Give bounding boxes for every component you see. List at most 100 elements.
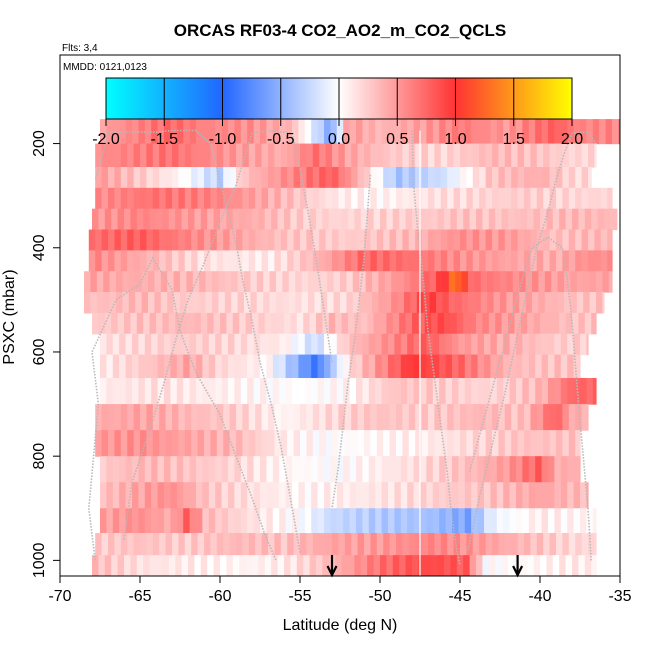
heatmap-cell bbox=[536, 250, 544, 272]
heatmap-cell bbox=[300, 430, 307, 457]
heatmap-cell bbox=[290, 208, 298, 231]
heatmap-cell bbox=[351, 404, 359, 431]
heatmap-cell bbox=[215, 456, 223, 483]
heatmap-cell bbox=[223, 533, 231, 556]
heatmap-cell bbox=[213, 555, 221, 576]
heatmap-cell bbox=[127, 167, 135, 189]
heatmap-cell bbox=[560, 333, 568, 356]
heatmap-cell bbox=[408, 250, 416, 272]
heatmap-cell bbox=[368, 333, 376, 356]
heatmap-cell bbox=[266, 482, 274, 509]
heatmap-cell bbox=[588, 167, 592, 189]
heatmap-cell bbox=[295, 292, 303, 314]
heatmap-cell bbox=[304, 119, 312, 145]
heatmap-cell bbox=[560, 119, 568, 145]
heatmap-cell bbox=[175, 555, 183, 576]
heatmap-cell bbox=[389, 430, 397, 457]
heatmap-cell bbox=[423, 292, 431, 314]
heatmap-cell bbox=[191, 143, 199, 168]
heatmap-cell bbox=[546, 555, 554, 576]
heatmap-cell bbox=[589, 271, 597, 293]
flights-label: Flts: 3,4 bbox=[62, 43, 98, 54]
heatmap-cell bbox=[125, 508, 133, 534]
heatmap-cell bbox=[591, 208, 599, 231]
heatmap-cell bbox=[170, 482, 178, 509]
heatmap-cell bbox=[429, 271, 437, 293]
heatmap-cell bbox=[296, 555, 304, 576]
heatmap-cell bbox=[556, 229, 563, 251]
heatmap-cell bbox=[304, 333, 312, 356]
heatmap-cell bbox=[319, 143, 327, 168]
heatmap-cell bbox=[560, 456, 568, 483]
heatmap-cell bbox=[229, 250, 237, 272]
heatmap-cell bbox=[408, 430, 416, 457]
heatmap-cell bbox=[471, 378, 479, 405]
heatmap-cell bbox=[370, 143, 378, 168]
heatmap-cell bbox=[90, 271, 98, 293]
heatmap-cell bbox=[117, 208, 125, 231]
heatmap-cell bbox=[396, 167, 403, 189]
heatmap-cell bbox=[309, 312, 317, 335]
heatmap-cell bbox=[594, 143, 597, 168]
heatmap-cell bbox=[492, 430, 499, 457]
heatmap-cell bbox=[205, 271, 213, 293]
heatmap-cell bbox=[436, 292, 443, 314]
heatmap-cell bbox=[216, 430, 224, 457]
heatmap-cell bbox=[216, 229, 224, 251]
heatmap-cell bbox=[476, 312, 483, 335]
heatmap-cell bbox=[383, 250, 391, 272]
heatmap-cell bbox=[159, 167, 167, 189]
heatmap-cell bbox=[461, 292, 469, 314]
heatmap-cell bbox=[466, 430, 474, 457]
heatmap-cell bbox=[312, 187, 320, 210]
heatmap-cell bbox=[322, 555, 330, 576]
heatmap-cell bbox=[543, 143, 551, 168]
heatmap-cell bbox=[356, 333, 363, 356]
heatmap-cell bbox=[466, 167, 474, 189]
heatmap-cell bbox=[453, 229, 461, 251]
heatmap-cell bbox=[386, 555, 394, 576]
heatmap-cell bbox=[530, 404, 538, 431]
heatmap-cell bbox=[408, 404, 416, 431]
heatmap-cell bbox=[220, 555, 227, 576]
heatmap-cell bbox=[140, 167, 147, 189]
heatmap-cell bbox=[357, 404, 365, 431]
heatmap-cell bbox=[524, 143, 531, 168]
heatmap-cell bbox=[560, 354, 568, 379]
heatmap-cell bbox=[324, 333, 331, 356]
heatmap-cell bbox=[556, 143, 563, 168]
heatmap-cell bbox=[215, 354, 223, 379]
heatmap-cell bbox=[311, 378, 319, 405]
heatmap-cell bbox=[204, 143, 211, 168]
heatmap-cell bbox=[170, 354, 178, 379]
heatmap-cell bbox=[402, 229, 410, 251]
heatmap-cell bbox=[360, 555, 368, 576]
heatmap-cell bbox=[581, 143, 589, 168]
heatmap-cell bbox=[428, 187, 435, 210]
heatmap-cell bbox=[362, 508, 370, 534]
heatmap-cell bbox=[440, 187, 448, 210]
heatmap-cell bbox=[352, 271, 360, 293]
heatmap-cell bbox=[157, 119, 165, 145]
heatmap-cell bbox=[157, 482, 165, 509]
heatmap-cell bbox=[210, 167, 218, 189]
heatmap-cell bbox=[533, 208, 541, 231]
heatmap-cell bbox=[364, 187, 371, 210]
heatmap-cell bbox=[351, 533, 359, 556]
heatmap-cell bbox=[544, 292, 552, 314]
heatmap-cell bbox=[128, 292, 136, 314]
heatmap-cell bbox=[384, 271, 392, 293]
heatmap-cell bbox=[130, 312, 138, 335]
heatmap-cell bbox=[400, 354, 408, 379]
heatmap-cell bbox=[300, 187, 307, 210]
heatmap-cell bbox=[101, 430, 109, 457]
heatmap-cell bbox=[549, 250, 557, 272]
heatmap-cell bbox=[413, 508, 421, 534]
heatmap-cell bbox=[503, 119, 511, 145]
heatmap-cell bbox=[420, 456, 427, 483]
heatmap-cell bbox=[484, 378, 491, 405]
y-tick-label: 600 bbox=[31, 339, 48, 366]
heatmap-cell bbox=[445, 378, 453, 405]
heatmap-cell bbox=[168, 312, 176, 335]
heatmap-cell bbox=[317, 354, 325, 379]
